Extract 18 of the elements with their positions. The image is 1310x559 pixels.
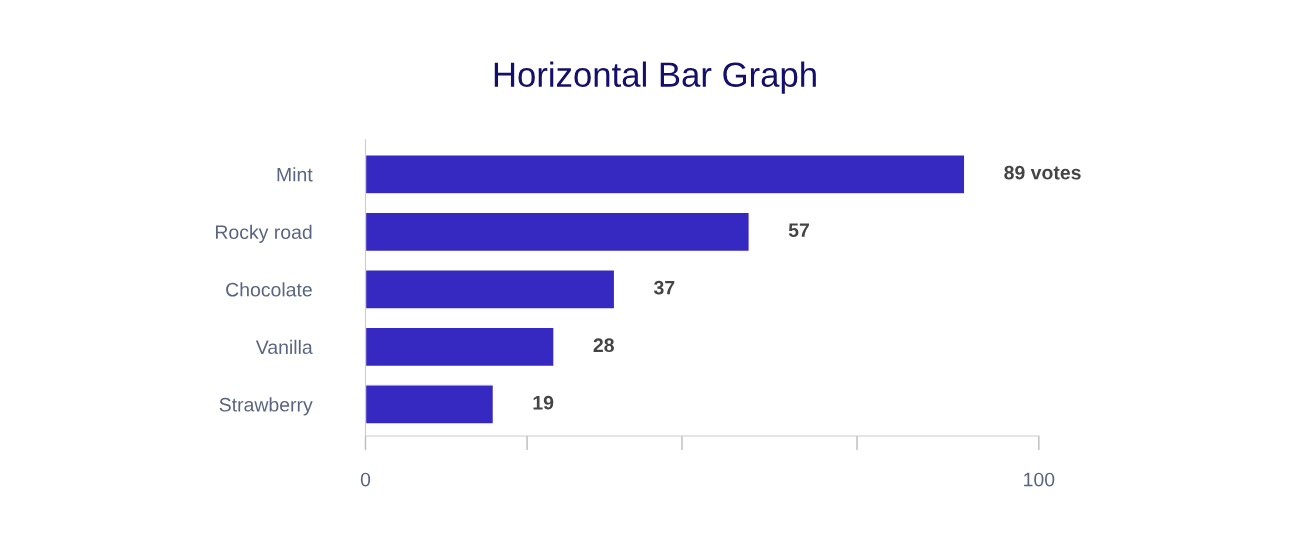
y-tick-label: Strawberry xyxy=(219,397,313,416)
data-label: 89 votes xyxy=(1004,165,1081,180)
bar xyxy=(365,154,966,195)
y-tick-label: Vanilla xyxy=(255,339,313,355)
data-label: 57 xyxy=(788,223,809,238)
data-label: 19 xyxy=(533,395,554,410)
y-tick-label: Rocky road xyxy=(215,224,312,243)
bar xyxy=(365,326,555,368)
y-tick-label: Mint xyxy=(277,167,313,182)
x-tick-label: 0 xyxy=(360,472,371,487)
data-label: 28 xyxy=(593,338,614,353)
bar xyxy=(365,384,495,425)
y-tick-label: Chocolate xyxy=(226,282,312,297)
x-tick-label: 100 xyxy=(1024,472,1055,487)
bar xyxy=(365,211,750,253)
chart-title: Horizontal Bar Graph xyxy=(494,61,816,94)
data-label: 37 xyxy=(653,280,675,295)
bar xyxy=(365,269,616,310)
